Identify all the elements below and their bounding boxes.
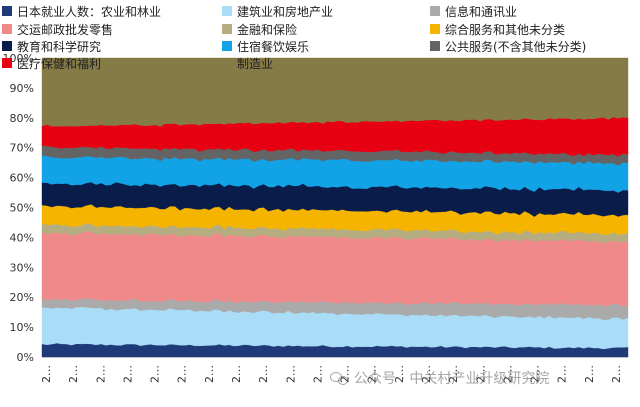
legend-item-3: 信息和通讯业 [430,3,517,19]
legend-item-10: 医疗保健和福利 [2,55,101,71]
x-tick-label: 2… [203,365,216,383]
legend-item-8: 住宿餐饮娱乐 [222,38,309,54]
legend-swatch-9 [430,41,440,51]
legend-swatch-1 [2,6,12,16]
legend-swatch-4 [2,24,12,34]
y-tick-label: 60% [10,172,34,185]
legend-label-1: 日本就业人数：农业和林业 [17,4,162,19]
legend-item-9: 公共服务(不含其他未分类) [430,38,586,54]
x-tick-label: 2… [94,365,107,383]
y-tick-label: 80% [10,112,34,125]
x-tick-label: 2… [149,365,162,383]
x-tick-label: 2… [556,365,569,383]
legend-label-6: 综合服务和其他未分类 [445,22,566,37]
x-tick-label: 2… [230,365,243,383]
y-tick-label: 70% [10,142,34,155]
y-tick-label: 90% [10,82,34,95]
x-tick-label: 2… [583,365,596,383]
x-tick-label: 2… [40,365,53,383]
legend-item-1: 日本就业人数：农业和林业 [2,3,161,19]
legend-item-4: 交运邮政批发零售 [2,21,113,37]
x-tick-label: 2… [420,365,433,383]
watermark-text: 公众号 · 中关村产业升级研究院 [354,371,550,387]
x-tick-label: 2… [393,365,406,383]
wechat-icon [330,371,348,385]
legend-item-6: 综合服务和其他未分类 [430,21,565,37]
legend-label-7: 教育和科学研究 [17,39,102,54]
x-tick-label: 2… [610,365,623,383]
x-tick-label: 2… [284,365,297,383]
legend-label-11: 制造业 [237,56,274,71]
x-tick-label: 2… [501,365,514,383]
legend-item-11: 制造业 [222,55,273,71]
x-tick-label: 2… [529,365,542,383]
legend-label-3: 信息和通讯业 [445,4,518,19]
y-tick-label: 20% [10,291,34,304]
y-tick-label: 30% [10,261,34,274]
legend-item-2: 建筑业和房地产业 [222,3,333,19]
legend-item-5: 金融和保险 [222,21,297,37]
x-tick-label: 2… [121,365,134,383]
legend-swatch-3 [430,6,440,16]
x-tick-label: 2… [474,365,487,383]
legend-swatch-5 [222,24,232,34]
x-tick-label: 2… [366,365,379,383]
legend-item-7: 教育和科学研究 [2,38,101,54]
legend-label-8: 住宿餐饮娱乐 [237,39,310,54]
y-tick-label: 0% [17,351,34,364]
legend-swatch-2 [222,6,232,16]
legend-swatch-7 [2,41,12,51]
y-tick-label: 10% [10,321,34,334]
legend-label-2: 建筑业和房地产业 [237,4,334,19]
legend-label-5: 金融和保险 [237,22,298,37]
legend-label-10: 医疗保健和福利 [17,56,102,71]
x-tick-label: 2… [447,365,460,383]
x-tick-label: 2… [257,365,270,383]
x-tick-label: 2… [176,365,189,383]
legend-swatch-6 [430,24,440,34]
y-tick-label: 50% [10,202,34,215]
watermark: 公众号 · 中关村产业升级研究院 [330,368,549,388]
legend-swatch-8 [222,41,232,51]
x-tick-label: 2… [311,365,324,383]
legend-swatch-10 [2,58,12,68]
y-tick-label: 40% [10,231,34,244]
x-tick-label: 2… [67,365,80,383]
legend-label-9: 公共服务(不含其他未分类) [445,39,587,54]
area-series-4 [41,231,629,307]
chart-legend: 日本就业人数：农业和林业 交运邮政批发零售 教育和科学研究 医疗保健和福利 建筑… [0,0,640,71]
legend-label-4: 交运邮政批发零售 [17,22,114,37]
area-series-11 [41,57,629,127]
